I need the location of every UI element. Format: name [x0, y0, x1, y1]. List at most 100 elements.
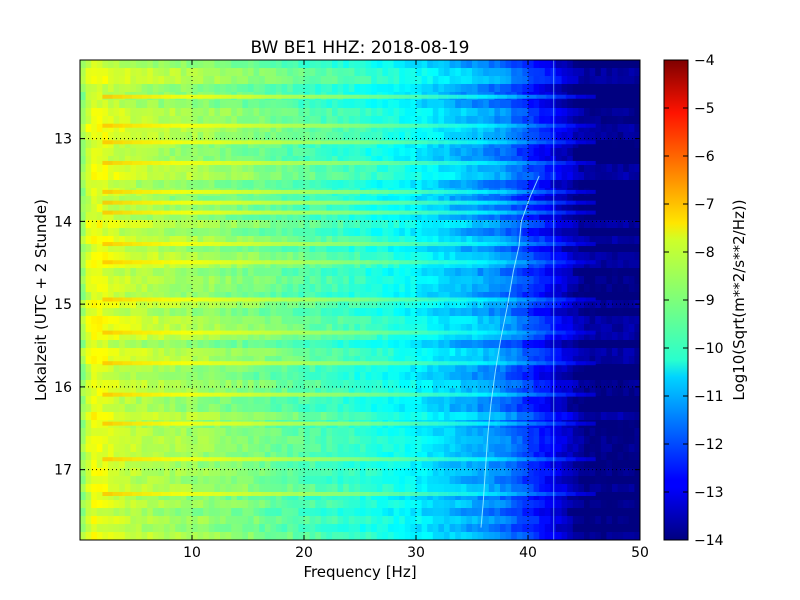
heatmap-cell	[259, 68, 266, 77]
heatmap-cell	[96, 436, 103, 445]
heatmap-cell	[348, 268, 355, 277]
heatmap-cell	[158, 244, 165, 253]
heatmap-cell	[556, 108, 563, 117]
heatmap-cell	[91, 212, 98, 221]
heatmap-cell	[326, 228, 333, 237]
heatmap-cell	[281, 332, 288, 341]
heatmap-cell	[236, 220, 243, 229]
heatmap-cell	[337, 164, 344, 173]
heatmap-cell	[220, 452, 227, 461]
heatmap-cell	[108, 108, 115, 117]
heatmap-cell	[287, 244, 294, 253]
heatmap-cell	[483, 284, 490, 293]
heatmap-cell	[376, 404, 383, 413]
heatmap-cell	[500, 380, 507, 389]
heatmap-cell	[332, 68, 339, 77]
heatmap-cell	[617, 68, 624, 77]
heatmap-cell	[248, 428, 255, 437]
heatmap-cell	[259, 204, 266, 213]
heatmap-cell	[264, 356, 271, 365]
heatmap-cell	[600, 228, 607, 237]
heatmap-cell	[292, 60, 299, 69]
heatmap-cell	[91, 164, 98, 173]
heatmap-cell	[332, 284, 339, 293]
heatmap-cell	[197, 164, 204, 173]
heatmap-cell	[399, 260, 406, 269]
heatmap-cell	[460, 76, 467, 85]
heatmap-cell	[522, 436, 529, 445]
heatmap-cell	[197, 140, 204, 149]
heatmap-cell	[236, 228, 243, 237]
heatmap-cell	[600, 324, 607, 333]
heatmap-cell	[164, 300, 171, 309]
heatmap-cell	[455, 428, 462, 437]
heatmap-cell	[259, 100, 266, 109]
heatmap-cell	[192, 316, 199, 325]
heatmap-cell	[231, 236, 238, 245]
heatmap-cell	[617, 436, 624, 445]
heatmap-cell	[197, 396, 204, 405]
heatmap-cell	[175, 316, 182, 325]
heatmap-cell	[102, 388, 109, 397]
heatmap-cell	[292, 252, 299, 261]
heatmap-cell	[253, 148, 260, 157]
heatmap-cell	[343, 252, 350, 261]
heatmap-cell	[259, 140, 266, 149]
heatmap-cell	[242, 276, 249, 285]
heatmap-cell	[337, 292, 344, 301]
heatmap-cell	[388, 340, 395, 349]
heatmap-cell	[259, 404, 266, 413]
heatmap-cell	[438, 220, 445, 229]
heatmap-cell	[180, 364, 187, 373]
heatmap-cell	[556, 228, 563, 237]
heatmap-cell	[320, 68, 327, 77]
heatmap-cell	[617, 388, 624, 397]
heatmap-cell	[203, 60, 210, 69]
heatmap-cell	[360, 324, 367, 333]
heatmap-cell	[292, 196, 299, 205]
heatmap-cell	[623, 260, 630, 269]
heatmap-cell	[483, 196, 490, 205]
heatmap-cell	[472, 268, 479, 277]
heatmap-cell	[343, 388, 350, 397]
heatmap-cell	[225, 340, 232, 349]
heatmap-cell	[264, 292, 271, 301]
heatmap-cell	[449, 388, 456, 397]
heatmap-cell	[91, 308, 98, 317]
heatmap-cell	[354, 116, 361, 125]
heatmap-cell	[494, 252, 501, 261]
heatmap-cell	[225, 268, 232, 277]
heatmap-cell	[427, 436, 434, 445]
heatmap-cell	[141, 292, 148, 301]
heatmap-cell	[270, 340, 277, 349]
heatmap-cell	[180, 196, 187, 205]
heatmap-cell	[528, 436, 535, 445]
heatmap-cell	[556, 212, 563, 221]
heatmap-cell	[253, 60, 260, 69]
heatmap-cell	[533, 396, 540, 405]
heatmap-cell	[276, 324, 283, 333]
heatmap-cell	[169, 436, 176, 445]
heatmap-cell	[399, 396, 406, 405]
heatmap-cell	[460, 196, 467, 205]
heatmap-cell	[455, 308, 462, 317]
heatmap-cell	[444, 452, 451, 461]
heatmap-cell	[276, 148, 283, 157]
heatmap-cell	[539, 300, 546, 309]
heatmap-cell	[623, 172, 630, 181]
heatmap-cell	[567, 260, 574, 269]
heatmap-cell	[309, 444, 316, 453]
heatmap-cell	[371, 228, 378, 237]
heatmap-cell	[511, 380, 518, 389]
heatmap-cell	[505, 340, 512, 349]
heatmap-cell	[298, 372, 305, 381]
heatmap-cell	[539, 204, 546, 213]
heatmap-cell	[108, 308, 115, 317]
heatmap-cell	[231, 276, 238, 285]
heatmap-cell	[326, 252, 333, 261]
heatmap-cell	[589, 356, 596, 365]
heatmap-cell	[404, 84, 411, 93]
heatmap-cell	[606, 84, 613, 93]
heatmap-cell	[589, 308, 596, 317]
heatmap-cell	[119, 284, 126, 293]
